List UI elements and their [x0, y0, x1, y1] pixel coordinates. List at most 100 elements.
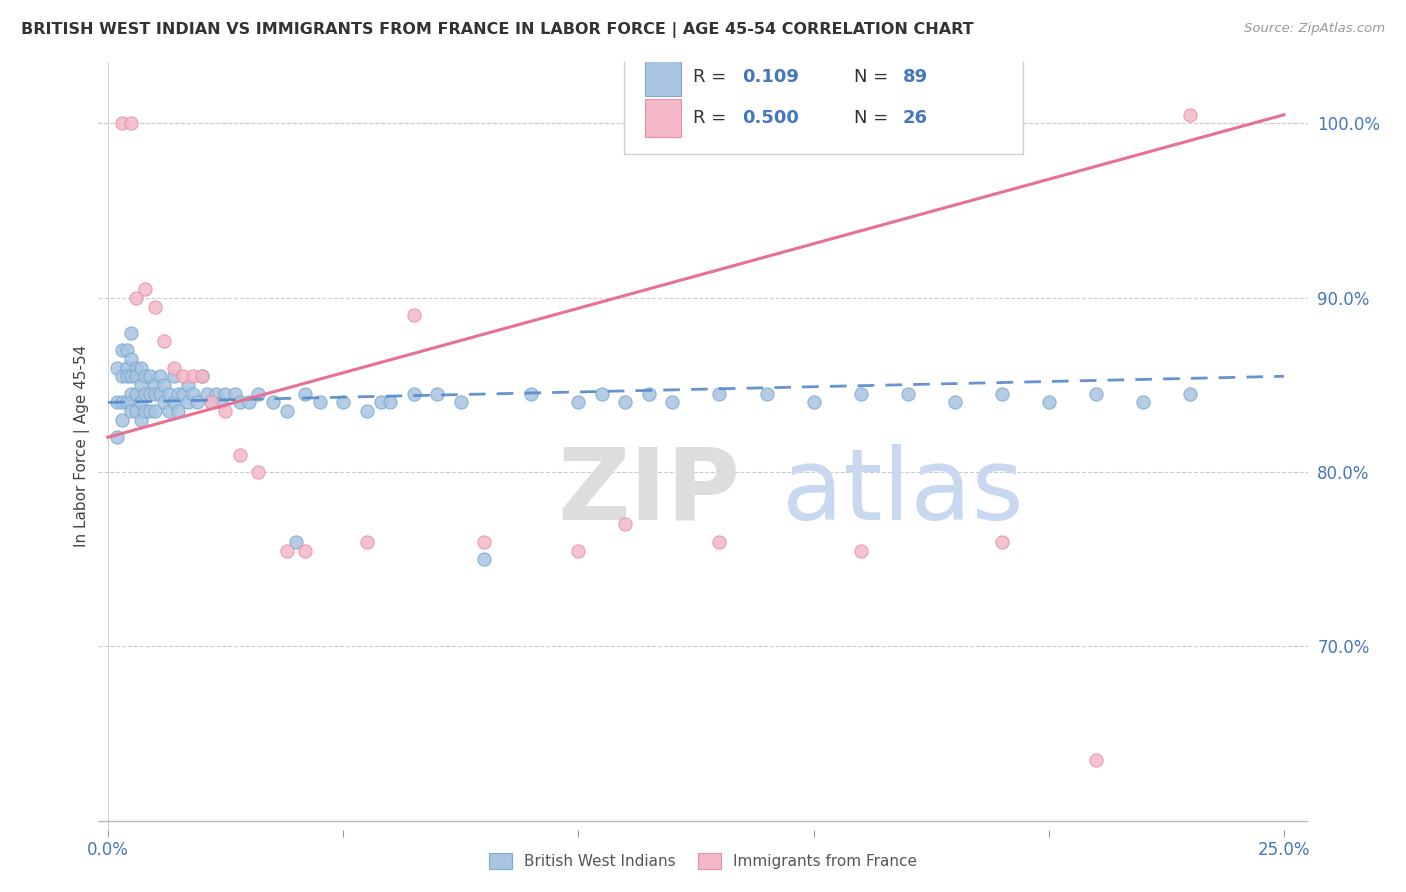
Point	[120, 395, 142, 409]
Point	[111, 116, 134, 130]
Point	[378, 395, 401, 409]
Point	[120, 386, 142, 401]
Text: N =: N =	[855, 109, 894, 128]
Point	[614, 395, 637, 409]
Point	[897, 386, 920, 401]
Point	[153, 378, 176, 392]
Point	[111, 395, 134, 409]
Point	[139, 369, 162, 384]
Point	[943, 395, 966, 409]
Point	[247, 465, 270, 479]
Point	[1084, 386, 1107, 401]
Point	[1178, 108, 1201, 122]
Point	[129, 413, 152, 427]
Point	[191, 369, 214, 384]
Point	[149, 369, 172, 384]
Point	[111, 413, 134, 427]
Point	[181, 386, 204, 401]
Point	[614, 517, 637, 532]
Text: ZIP: ZIP	[558, 443, 741, 541]
Point	[709, 386, 731, 401]
Point	[129, 360, 152, 375]
Point	[402, 386, 425, 401]
Point	[129, 395, 152, 409]
Point	[111, 369, 134, 384]
Point	[163, 395, 186, 409]
Text: 26: 26	[903, 109, 928, 128]
Point	[370, 395, 392, 409]
Point	[567, 395, 589, 409]
Point	[149, 386, 172, 401]
Point	[163, 360, 186, 375]
Text: N =: N =	[855, 68, 894, 86]
Point	[172, 369, 194, 384]
Point	[195, 386, 218, 401]
Point	[120, 116, 142, 130]
Point	[125, 291, 148, 305]
Text: R =: R =	[693, 68, 733, 86]
Point	[294, 386, 316, 401]
Point	[181, 369, 204, 384]
Text: atlas: atlas	[782, 443, 1024, 541]
Bar	[645, 58, 682, 96]
Point	[1178, 386, 1201, 401]
Text: BRITISH WEST INDIAN VS IMMIGRANTS FROM FRANCE IN LABOR FORCE | AGE 45-54 CORRELA: BRITISH WEST INDIAN VS IMMIGRANTS FROM F…	[21, 22, 974, 38]
Point	[115, 343, 138, 357]
Point	[177, 378, 200, 392]
Point	[143, 404, 166, 418]
Point	[402, 308, 425, 322]
Point	[157, 386, 180, 401]
Point	[450, 395, 472, 409]
Point	[153, 395, 176, 409]
Point	[308, 395, 330, 409]
Point	[105, 430, 128, 444]
Point	[238, 395, 260, 409]
Point	[247, 386, 270, 401]
Point	[139, 386, 162, 401]
Point	[177, 395, 200, 409]
Text: Source: ZipAtlas.com: Source: ZipAtlas.com	[1244, 22, 1385, 36]
Point	[294, 543, 316, 558]
Text: 0.109: 0.109	[742, 68, 799, 86]
Point	[638, 386, 661, 401]
Point	[167, 404, 190, 418]
Point	[120, 369, 142, 384]
Point	[200, 395, 222, 409]
Point	[262, 395, 284, 409]
Point	[143, 378, 166, 392]
Point	[755, 386, 778, 401]
Point	[134, 404, 156, 418]
Point	[214, 404, 236, 418]
Point	[285, 534, 308, 549]
Point	[157, 404, 180, 418]
Text: 0.500: 0.500	[742, 109, 799, 128]
Point	[1038, 395, 1060, 409]
Point	[120, 326, 142, 340]
Text: R =: R =	[693, 109, 733, 128]
Point	[163, 369, 186, 384]
Point	[153, 334, 176, 349]
Point	[990, 386, 1012, 401]
Point	[472, 552, 495, 566]
Point	[426, 386, 449, 401]
Point	[356, 534, 378, 549]
Point	[120, 351, 142, 366]
Point	[167, 386, 190, 401]
Point	[143, 386, 166, 401]
Point	[849, 543, 872, 558]
Point	[115, 395, 138, 409]
Point	[276, 404, 298, 418]
Point	[591, 386, 613, 401]
Point	[224, 386, 246, 401]
Point	[200, 395, 222, 409]
Point	[332, 395, 354, 409]
Point	[105, 360, 128, 375]
Point	[125, 369, 148, 384]
Point	[990, 534, 1012, 549]
Point	[1084, 753, 1107, 767]
Point	[125, 404, 148, 418]
Point	[125, 360, 148, 375]
Point	[129, 378, 152, 392]
Point	[172, 386, 194, 401]
FancyBboxPatch shape	[624, 59, 1024, 154]
